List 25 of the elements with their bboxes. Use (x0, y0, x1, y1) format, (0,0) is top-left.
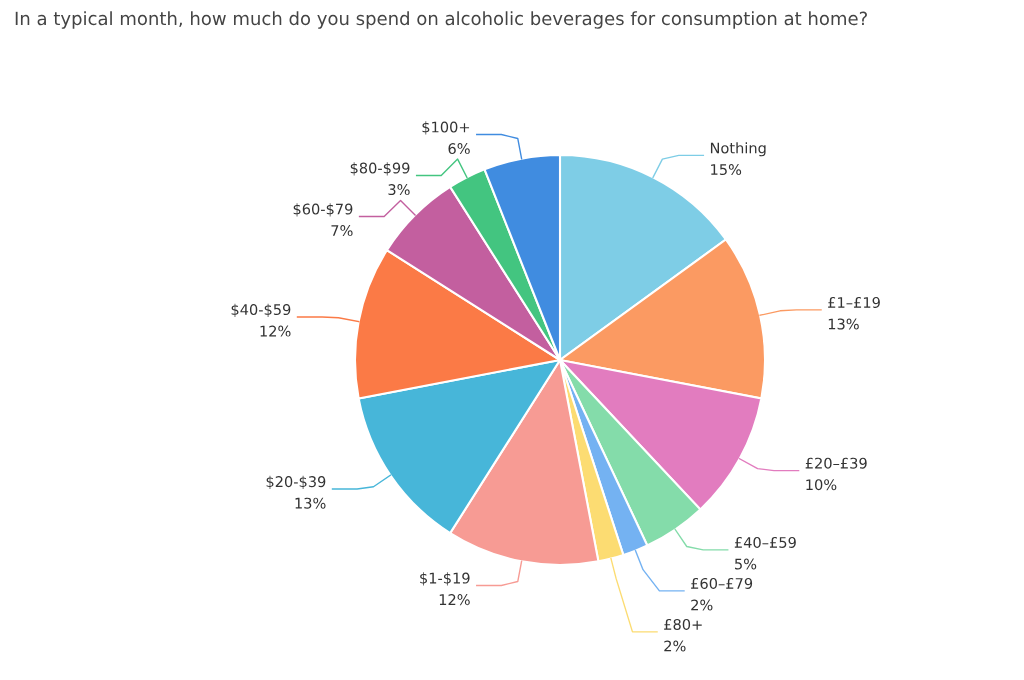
chart-title: In a typical month, how much do you spend on alcoholic beverages for consumption at home? (15, 11, 867, 29)
slice-label: $1-$19 (420, 572, 470, 586)
slice-label: £20–£39 (805, 457, 867, 469)
slice-label: Nothing (710, 142, 766, 157)
data-label: 10% (806, 479, 837, 491)
data-label: 15% (711, 164, 742, 176)
data-label: 13% (828, 318, 859, 330)
data-label: 13% (295, 497, 326, 509)
data-label: 6% (448, 143, 470, 155)
data-label: 7% (331, 225, 353, 237)
data-label: 12% (260, 325, 291, 337)
slice-label: $80-$99 (350, 162, 410, 176)
data-label: 5% (735, 558, 757, 570)
slice-label: £1–£19 (828, 296, 880, 308)
data-label: 12% (439, 594, 470, 606)
slice-label: £40–£59 (734, 536, 796, 548)
slice-label: $20-$39 (266, 475, 326, 490)
data-label: 3% (388, 184, 410, 196)
slice-label: £80+ (664, 618, 702, 630)
slice-label: $100+ (422, 121, 470, 135)
data-label: 2% (691, 599, 713, 611)
slice-label: $40-$59 (231, 303, 291, 317)
slice-label: $60-$79 (293, 203, 353, 217)
data-label: 2% (664, 640, 686, 652)
slice-label: £60–£79 (691, 577, 753, 589)
